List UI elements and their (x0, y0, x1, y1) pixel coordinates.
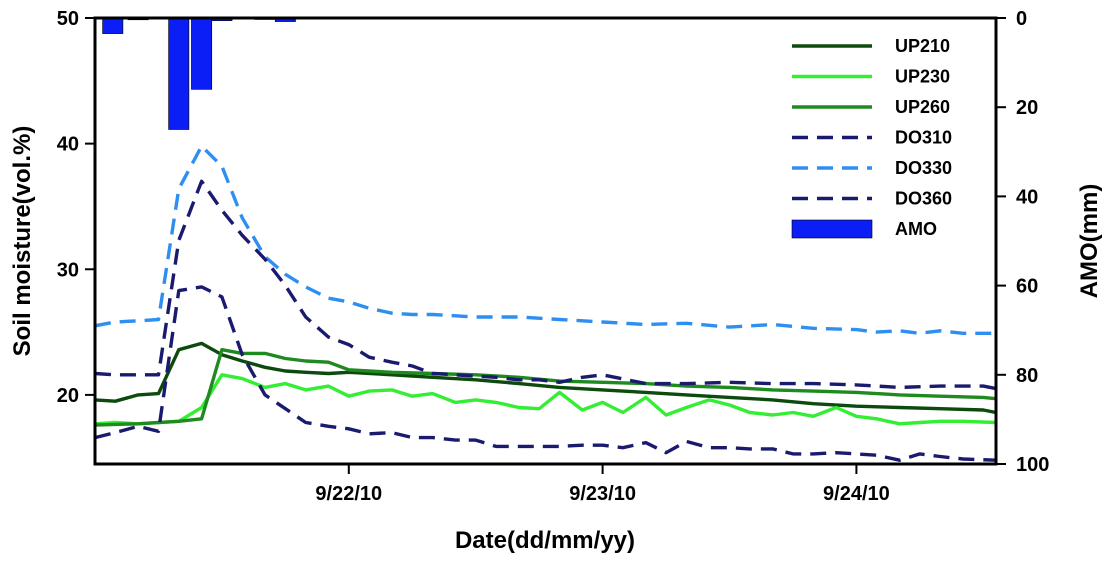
x-axis-title: Date(dd/mm/yy) (455, 527, 635, 554)
y2-tick-label: 80 (1016, 365, 1038, 387)
legend-label: UP260 (895, 97, 950, 117)
series-line-do330 (94, 144, 996, 335)
amo-bar (168, 17, 190, 130)
amo-bars (102, 17, 296, 130)
legend-label: DO310 (895, 128, 952, 148)
y2-axis-title: AMO(mm) (1076, 184, 1103, 299)
legend-label: UP230 (895, 67, 950, 87)
ticks: 9/22/10 9/23/10 9/24/10 20 30 40 50 0 20 40 60 80 10… (57, 8, 1050, 505)
series-line-up210 (94, 341, 997, 415)
amo-bar (102, 17, 124, 34)
x-tick-label: 9/24/10 (823, 483, 890, 505)
y-tick-label: 20 (57, 385, 79, 407)
axes (93, 16, 998, 466)
y-tick-label: 40 (57, 134, 79, 156)
x-tick-label: 9/22/10 (315, 483, 382, 505)
legend: UP210 UP230 UP260 DO310 DO330 DO360 AMO (791, 36, 952, 239)
legend-label: UP210 (895, 36, 950, 56)
legend-label: AMO (895, 219, 937, 239)
y2-tick-label: 40 (1016, 186, 1038, 208)
y-tick-label: 30 (57, 259, 79, 281)
legend-label: DO330 (895, 158, 952, 178)
legend-swatch-bar (791, 219, 873, 239)
series-line-up230 (94, 373, 997, 426)
y-axis-title: Soil moisture(vol.%) (9, 126, 36, 357)
series-line-up260 (94, 348, 997, 427)
x-tick-label: 9/23/10 (569, 483, 636, 505)
series-line-do360 (94, 179, 997, 391)
legend-label: DO360 (895, 189, 952, 209)
y2-tick-label: 100 (1016, 454, 1049, 476)
y2-tick-label: 60 (1016, 276, 1038, 298)
amo-bar (191, 17, 213, 90)
moisture-lines (94, 144, 997, 462)
y2-tick-label: 20 (1016, 97, 1038, 119)
series-line-do310 (94, 285, 997, 462)
y-tick-label: 50 (57, 8, 79, 30)
plot-frame (93, 16, 998, 466)
y2-tick-label: 0 (1016, 8, 1027, 30)
